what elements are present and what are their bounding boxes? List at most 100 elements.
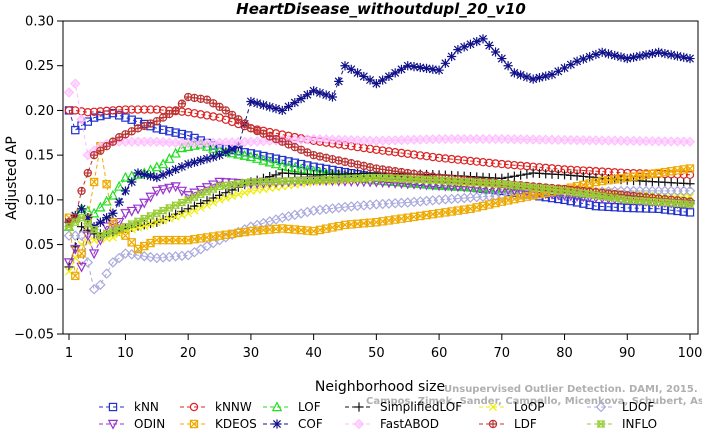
data-point-inflo [447,176,457,185]
data-point-ldof [88,284,100,295]
data-point-ldf [240,119,249,129]
data-point-odin [189,188,200,199]
data-point-cof [553,66,563,76]
data-point-odin [396,179,407,190]
x-tick-label: 50 [368,346,385,361]
data-point-ldof [289,209,301,221]
data-point-loop [221,194,230,203]
data-point-cof [421,63,432,73]
data-point-simplifiedlof [189,201,200,211]
data-point-knnw [416,151,425,160]
data-point-cof [660,48,670,59]
legend-marker [488,402,498,412]
data-point-knnw [485,158,494,168]
legend-label: LoOP [514,400,545,414]
watermark-line-1: Unsupervised Outlier Detection. DAMI, 20… [444,384,698,395]
data-point-loop [171,212,180,221]
data-point-knnw [140,105,149,114]
data-point-knnw [679,170,688,179]
series-line-ldof [69,190,690,291]
data-point-simplifiedlof [522,169,532,179]
data-point-ldof [189,247,200,258]
plot-frame [62,20,699,335]
data-point-cof [578,54,588,64]
data-point-cof [559,63,570,73]
data-point-cof [283,101,294,112]
data-point-ldf [209,99,218,108]
legend-item-odin: ODIN [99,417,165,431]
data-point-loop [177,211,186,220]
legend-label: COF [298,417,323,431]
data-point-lof [95,201,106,212]
y-axis-label: Adjusted AP [4,136,20,220]
series-kdeos [64,142,695,281]
data-point-cof [346,64,356,74]
data-point-fastabod [176,138,188,149]
x-tick-label: 10 [117,346,134,361]
data-point-cof [290,97,300,108]
data-point-odin [182,191,194,202]
data-point-knn [96,111,105,121]
data-point-cof [459,42,469,52]
data-point-cof [133,168,143,178]
data-point-ldof [277,212,288,223]
data-point-ldf [89,150,99,160]
data-point-knnw [685,170,695,180]
data-point-cof [321,90,331,100]
data-point-ldof [95,279,106,291]
x-tick-label: 70 [494,346,511,361]
legend-marker [353,418,365,430]
data-point-cof [478,34,488,44]
data-point-simplifiedlof [202,196,212,206]
data-point-kdeos [102,180,111,189]
data-point-ldf [158,113,168,122]
data-point-loop [228,192,237,201]
data-point-lof [233,148,244,159]
data-point-ldof [283,211,294,222]
data-point-cof [428,64,438,74]
data-point-knnw [472,157,481,166]
data-point-cof [453,45,463,55]
legend-label: kNN [134,400,159,414]
data-point-knnw [83,108,93,117]
data-point-lof [113,180,125,191]
data-point-lof [107,189,119,200]
data-point-ldf [108,137,118,146]
x-tick-label: 60 [431,346,448,361]
data-point-cof [277,105,287,116]
legend-item-knn: kNN [99,400,159,414]
data-point-cof [641,50,651,60]
data-point-cof [597,47,607,57]
data-point-knn [158,125,168,134]
data-point-odin [139,198,150,209]
data-point-ldf [102,141,111,151]
data-point-fastabod [170,137,181,148]
data-point-simplifiedlof [516,170,526,180]
legend-label: FastABOD [380,417,439,431]
data-point-cof [484,40,494,51]
data-point-ldof [132,250,144,261]
data-point-cof [610,50,620,61]
data-point-lof [120,171,131,182]
y-tick-label: 0.00 [25,283,54,298]
data-point-cof [227,144,237,154]
data-point-cof [509,68,519,78]
data-point-cof [541,71,551,81]
data-point-cof [139,169,149,180]
data-point-lof [88,207,100,218]
data-point-cof [214,150,225,160]
data-point-cof [127,177,137,187]
data-point-lof [101,195,112,206]
data-point-lof [251,153,263,163]
y-tick-label: 0.10 [25,193,54,208]
data-point-ldof [139,250,150,262]
data-point-knn [259,151,268,161]
data-point-cof [221,147,231,157]
data-point-cof [396,64,407,74]
y-tick-label: 0.15 [25,149,54,164]
data-point-knnw [503,160,513,169]
data-point-cof [302,90,312,100]
data-point-ldof [113,252,125,264]
data-point-lof [258,154,269,165]
data-point-knn [89,113,99,122]
